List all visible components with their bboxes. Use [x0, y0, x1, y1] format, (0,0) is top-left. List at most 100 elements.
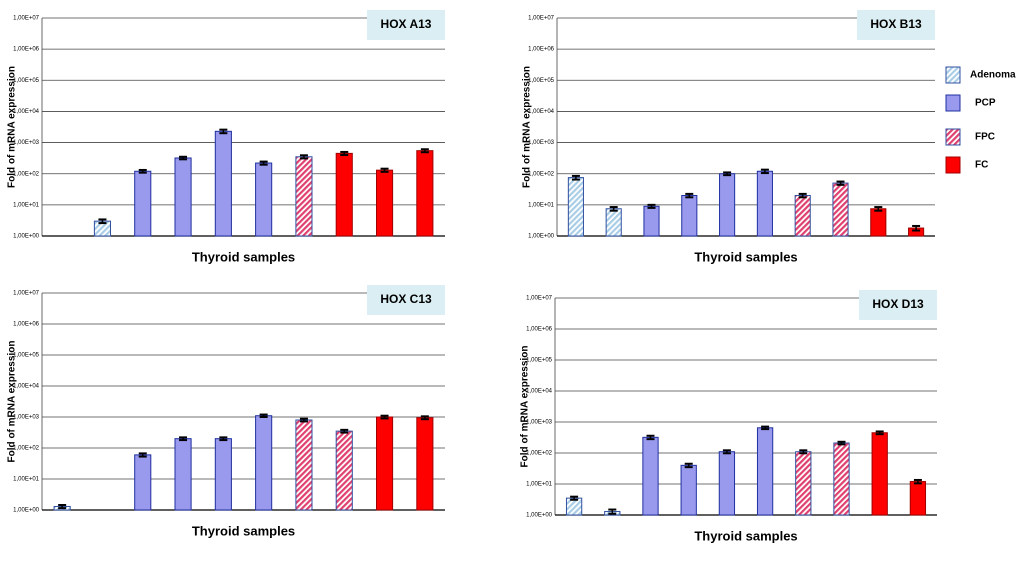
- error-bar: [837, 440, 846, 446]
- bar: [255, 415, 273, 511]
- y-tick-label: 1,00E+02: [13, 171, 40, 177]
- bar: [870, 208, 887, 237]
- legend-label: Adenoma: [970, 70, 1016, 81]
- error-bar: [259, 160, 268, 166]
- error-bar: [609, 206, 618, 212]
- error-bar: [798, 192, 807, 199]
- title-box: [859, 290, 937, 320]
- bar: [375, 169, 394, 237]
- y-tick-label: 1,00E+02: [528, 171, 555, 177]
- bar: [909, 481, 927, 516]
- y-tick-label: 1,00E+02: [13, 446, 40, 452]
- chart-title: HOX A13: [381, 17, 432, 31]
- y-axis-label: Fold of mRNA expression: [7, 66, 18, 188]
- error-bar: [420, 148, 429, 154]
- y-tick-label: 1,00E+07: [528, 16, 555, 22]
- error-bar: [684, 462, 693, 469]
- bar: [174, 438, 192, 511]
- bar: [605, 208, 622, 237]
- error-bar: [179, 155, 188, 161]
- error-bar: [340, 150, 349, 156]
- bar: [832, 182, 849, 237]
- y-tick-label: 1,00E+07: [13, 291, 40, 297]
- y-tick-label: 1,00E+00: [526, 513, 553, 519]
- error-bar: [570, 495, 579, 501]
- y-tick-label: 1,00E+04: [13, 109, 40, 115]
- chart-title: HOX C13: [380, 292, 432, 306]
- error-bar: [259, 413, 268, 418]
- bar: [681, 194, 698, 237]
- y-tick-label: 1,00E+03: [526, 420, 553, 426]
- title-box: [367, 285, 445, 315]
- error-bar: [380, 414, 389, 420]
- y-tick-label: 1,00E+02: [526, 451, 553, 457]
- bar: [718, 451, 736, 516]
- legend-swatch: [945, 156, 961, 174]
- error-bar: [571, 174, 580, 181]
- error-bar: [836, 180, 845, 186]
- bar: [680, 464, 697, 516]
- bar: [567, 177, 584, 237]
- error-bar: [98, 218, 107, 225]
- error-bar: [299, 154, 308, 160]
- y-tick-label: 1,00E+05: [13, 353, 40, 359]
- error-bar: [340, 428, 349, 434]
- y-tick-label: 1,00E+05: [528, 78, 555, 84]
- y-tick-label: 1,00E+00: [13, 508, 40, 514]
- y-tick-label: 1,00E+06: [528, 47, 555, 53]
- title-box: [857, 10, 935, 40]
- bar: [295, 419, 313, 511]
- error-bar: [299, 417, 308, 423]
- y-tick-label: 1,00E+00: [13, 234, 40, 240]
- error-bar: [912, 224, 921, 232]
- legend-label: FC: [975, 160, 988, 171]
- chart-title: HOX D13: [872, 297, 924, 311]
- legend-label: FPC: [975, 132, 995, 143]
- y-tick-label: 1,00E+03: [13, 140, 40, 146]
- bar: [833, 442, 850, 516]
- error-bar: [58, 503, 67, 510]
- x-axis-label: Thyroid samples: [694, 528, 797, 543]
- error-bar: [380, 167, 389, 173]
- error-bar: [799, 449, 808, 455]
- y-tick-label: 1,00E+05: [13, 78, 40, 84]
- y-axis-label: Fold of mRNA expression: [7, 341, 18, 463]
- error-bar: [138, 168, 147, 174]
- y-tick-label: 1,00E+01: [526, 482, 553, 488]
- error-bar: [875, 430, 884, 436]
- bar: [134, 170, 152, 237]
- bar: [174, 157, 192, 237]
- bar: [871, 432, 888, 516]
- y-tick-label: 1,00E+05: [526, 358, 553, 364]
- error-bar: [179, 436, 188, 442]
- chart-title: HOX B13: [870, 17, 922, 31]
- error-bar: [685, 192, 694, 199]
- bar: [375, 416, 394, 511]
- y-axis-label: Fold of mRNA expression: [520, 346, 531, 468]
- y-tick-label: 1,00E+01: [13, 202, 40, 208]
- error-bar: [760, 168, 769, 175]
- bar: [756, 427, 774, 516]
- bar: [335, 152, 353, 237]
- bar: [756, 170, 773, 237]
- bar: [643, 205, 660, 237]
- bar: [214, 438, 232, 511]
- error-bar: [761, 425, 770, 431]
- x-axis-label: Thyroid samples: [694, 249, 797, 264]
- error-bar: [722, 449, 731, 455]
- y-tick-label: 1,00E+04: [13, 384, 40, 390]
- error-bar: [647, 203, 656, 209]
- legend-swatch: [945, 128, 961, 146]
- bar: [295, 156, 313, 237]
- y-tick-label: 1,00E+07: [13, 16, 40, 22]
- bar: [642, 436, 659, 516]
- error-bar: [420, 415, 429, 421]
- legend-swatch: [945, 66, 961, 84]
- bar: [795, 451, 812, 516]
- y-tick-label: 1,00E+00: [528, 234, 555, 240]
- x-axis-label: Thyroid samples: [192, 523, 295, 538]
- error-bar: [913, 478, 922, 485]
- error-bar: [723, 171, 732, 177]
- legend-swatch: [945, 94, 961, 112]
